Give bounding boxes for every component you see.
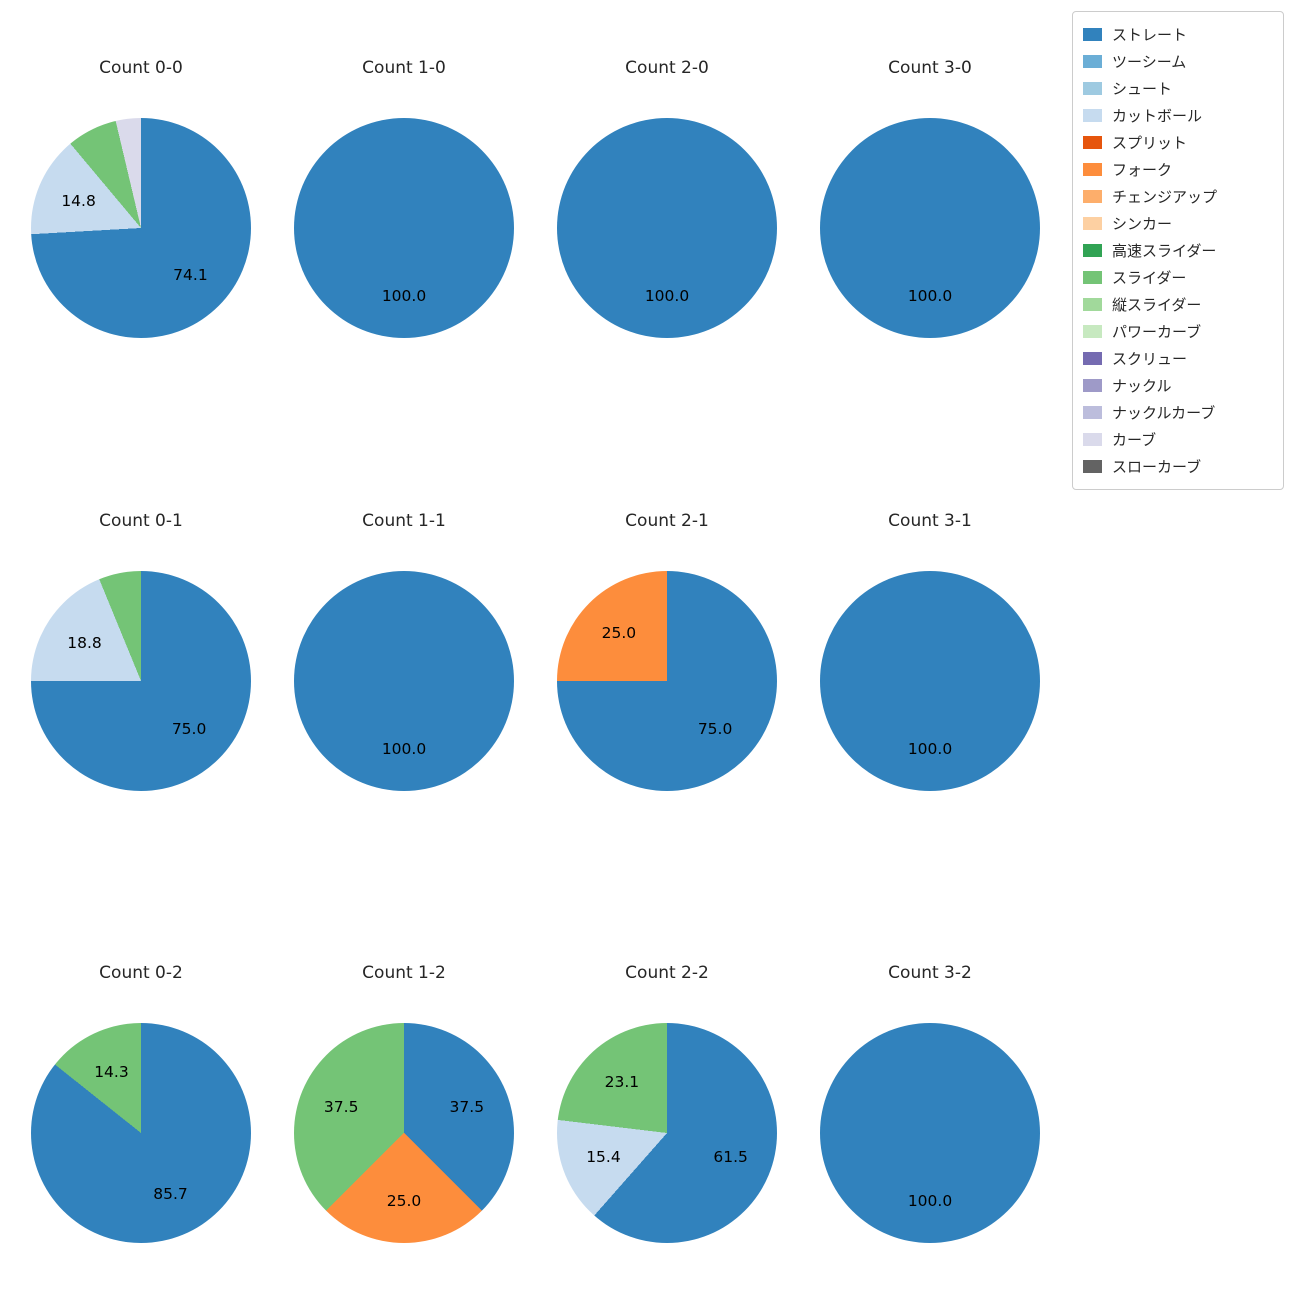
pie-chart — [294, 571, 514, 791]
legend-item: ナックルカーブ — [1083, 399, 1273, 426]
chart-title: Count 0-0 — [99, 58, 183, 78]
legend-label: ナックルカーブ — [1112, 404, 1216, 422]
legend-item: フォーク — [1083, 156, 1273, 183]
pie-chart — [31, 118, 251, 338]
legend-color-swatch — [1083, 163, 1102, 176]
chart-title: Count 0-2 — [99, 963, 183, 983]
legend-color-swatch — [1083, 298, 1102, 311]
legend-label: スローカーブ — [1112, 458, 1202, 476]
chart-title: Count 1-2 — [362, 963, 446, 983]
legend-color-swatch — [1083, 190, 1102, 203]
legend-item: スローカーブ — [1083, 453, 1273, 480]
pie-chart — [820, 118, 1040, 338]
pie-percent-label: 85.7 — [153, 1185, 188, 1204]
legend-color-swatch — [1083, 244, 1102, 257]
pie-percent-label: 25.0 — [386, 1192, 422, 1210]
legend-label: 縦スライダー — [1112, 296, 1202, 314]
chart-title: Count 3-2 — [888, 963, 972, 983]
pie-percent-label: 14.3 — [94, 1062, 129, 1081]
pie-percent-label: 75.0 — [697, 720, 733, 739]
legend-label: カーブ — [1112, 431, 1157, 449]
pie-percent-label: 18.8 — [67, 634, 102, 653]
pie-chart — [557, 118, 777, 338]
legend-item: カーブ — [1083, 426, 1273, 453]
pie-chart — [294, 1023, 514, 1243]
legend-color-swatch — [1083, 136, 1102, 149]
chart-title: Count 1-0 — [362, 58, 446, 78]
legend-color-swatch — [1083, 460, 1102, 473]
legend-label: スクリュー — [1112, 350, 1188, 368]
legend-item: カットボール — [1083, 102, 1273, 129]
pie-percent-label: 74.1 — [173, 265, 208, 284]
pie-percent-label: 15.4 — [586, 1148, 621, 1167]
pie-percent-label: 75.0 — [171, 720, 207, 739]
chart-title: Count 2-0 — [625, 58, 709, 78]
pie-percent-label: 100.0 — [907, 740, 953, 758]
chart-title: Count 1-1 — [362, 511, 446, 531]
pie-chart — [557, 571, 777, 791]
pie-percent-label: 100.0 — [907, 287, 953, 305]
legend-item: スライダー — [1083, 264, 1273, 291]
legend-label: チェンジアップ — [1112, 188, 1218, 206]
legend: ストレートツーシームシュートカットボール スプリットフォークチェンジアップ シンカー… — [1072, 11, 1284, 490]
legend-item: ナックル — [1083, 372, 1273, 399]
chart-title: Count 2-1 — [625, 511, 709, 531]
legend-item: スクリュー — [1083, 345, 1273, 372]
legend-item: シンカー — [1083, 210, 1273, 237]
pie-percent-label: 100.0 — [381, 740, 427, 758]
pie-percent-label: 23.1 — [604, 1073, 640, 1092]
legend-item: スプリット — [1083, 129, 1273, 156]
legend-label: ストレート — [1112, 26, 1188, 44]
legend-color-swatch — [1083, 325, 1102, 338]
legend-label: ツーシーム — [1112, 53, 1187, 71]
legend-item: 高速スライダー — [1083, 237, 1273, 264]
legend-label: 高速スライダー — [1112, 242, 1217, 260]
pie-chart — [820, 1023, 1040, 1243]
legend-color-swatch — [1083, 379, 1102, 392]
legend-color-swatch — [1083, 433, 1102, 446]
pie-chart — [820, 571, 1040, 791]
pie-percent-label: 37.5 — [449, 1097, 485, 1116]
chart-title: Count 2-2 — [625, 963, 709, 983]
legend-color-swatch — [1083, 271, 1102, 284]
legend-label: シンカー — [1112, 215, 1173, 233]
legend-label: スプリット — [1112, 134, 1188, 152]
legend-color-swatch — [1083, 109, 1102, 122]
legend-item: パワーカーブ — [1083, 318, 1273, 345]
pie-percent-label: 100.0 — [644, 287, 690, 305]
legend-color-swatch — [1083, 55, 1102, 68]
legend-color-swatch — [1083, 82, 1102, 95]
legend-color-swatch — [1083, 352, 1102, 365]
legend-item: ツーシーム — [1083, 48, 1273, 75]
pie-percent-label: 100.0 — [381, 287, 427, 305]
legend-color-swatch — [1083, 28, 1102, 41]
legend-label: シュート — [1112, 80, 1173, 98]
pie-chart — [31, 571, 251, 791]
chart-title: Count 3-0 — [888, 58, 972, 78]
legend-item: 縦スライダー — [1083, 291, 1273, 318]
pie-chart — [557, 1023, 777, 1243]
legend-label: スライダー — [1112, 269, 1187, 287]
pie-chart — [31, 1023, 251, 1243]
legend-label: フォーク — [1112, 161, 1173, 179]
legend-item: シュート — [1083, 75, 1273, 102]
legend-color-swatch — [1083, 217, 1102, 230]
legend-label: パワーカーブ — [1112, 323, 1202, 341]
pie-percent-label: 14.8 — [61, 191, 96, 210]
pie-percent-label: 100.0 — [907, 1192, 953, 1210]
legend-label: カットボール — [1112, 107, 1203, 125]
legend-color-swatch — [1083, 406, 1102, 419]
chart-title: Count 3-1 — [888, 511, 972, 531]
legend-item: チェンジアップ — [1083, 183, 1273, 210]
legend-label: ナックル — [1112, 377, 1172, 395]
legend-item: ストレート — [1083, 21, 1273, 48]
pie-percent-label: 37.5 — [323, 1097, 359, 1116]
pie-percent-label: 61.5 — [713, 1148, 748, 1167]
pie-percent-label: 25.0 — [601, 623, 637, 642]
pie-chart — [294, 118, 514, 338]
chart-title: Count 0-1 — [99, 511, 183, 531]
